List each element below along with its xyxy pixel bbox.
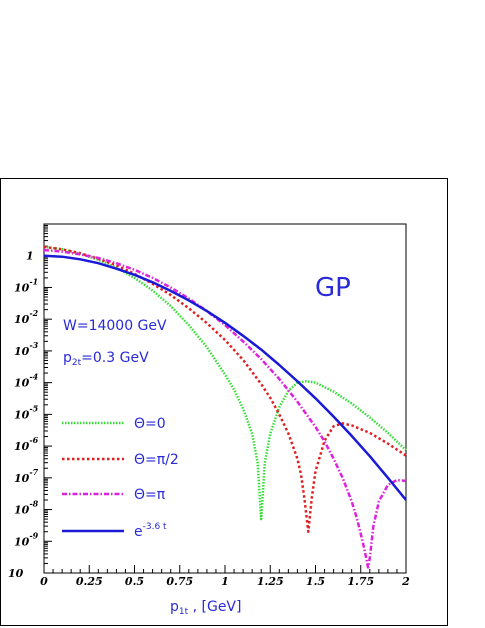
legend: Θ=0 Θ=π/2 Θ=π e-3.6 t — [62, 416, 179, 540]
y-tick-label: 10-4 — [14, 372, 39, 390]
y-tick-label: 10-8 — [14, 499, 39, 517]
y-tick-label: 10-6 — [14, 435, 39, 453]
x-tick-label: 0.25 — [76, 575, 103, 588]
x-tick-label: 1.5 — [306, 575, 325, 588]
y-tick-label: 10-2 — [14, 308, 39, 326]
y-tick-label: 10-5 — [14, 403, 39, 421]
x-axis-label: p1t , [GeV] — [170, 599, 241, 617]
y-tick-label-bottom: 10 — [8, 567, 24, 580]
y-tick-label: 10-7 — [14, 467, 39, 485]
legend-label-2: Θ=π — [134, 487, 166, 503]
x-tick-label: 0.5 — [125, 575, 144, 588]
legend-label-0: Θ=0 — [134, 416, 166, 432]
y-tick-label: 10-1 — [14, 276, 38, 294]
x-tick-label: 2 — [401, 575, 410, 588]
energy-annotation: W=14000 GeV — [63, 318, 167, 334]
legend-label-3: e-3.6 t — [134, 522, 167, 540]
series-line-1 — [43, 245, 407, 533]
legend-label-1: Θ=π/2 — [134, 452, 179, 468]
series-line-2 — [43, 248, 407, 569]
chart-title: GP — [315, 273, 351, 303]
x-tick-label: 0.75 — [166, 575, 193, 588]
x-tick-label: 0 — [40, 575, 48, 588]
series-layer — [43, 245, 407, 569]
p2t-annotation: p2t=0.3 GeV — [63, 350, 149, 368]
plot-area — [43, 223, 407, 574]
series-line-0 — [43, 245, 407, 521]
y-tick-label: 10-3 — [14, 340, 39, 358]
series-line-3 — [43, 254, 407, 501]
y-tick-label: 1 — [26, 250, 34, 263]
plot-axes: 0 0.25 0.5 0.75 1 1.25 1.5 1.75 2 10-9 10-8 10-7 10-… — [8, 223, 410, 588]
y-tick-label: 10-9 — [14, 530, 39, 548]
x-tick-label: 1 — [221, 575, 229, 588]
x-tick-label: 1.75 — [347, 575, 374, 588]
x-tick-label: 1.25 — [257, 575, 284, 588]
